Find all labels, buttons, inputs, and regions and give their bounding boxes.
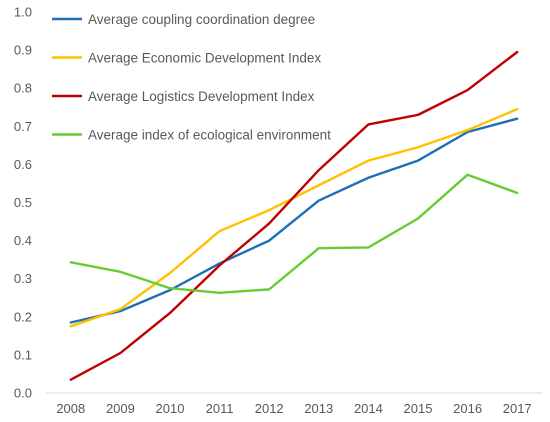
y-tick-label: 0.1 [14,347,32,362]
x-tick-label: 2017 [503,401,532,416]
x-tick-label: 2014 [354,401,383,416]
y-tick-label: 0.7 [14,119,32,134]
series-lines [69,50,519,381]
y-tick-label: 1.0 [14,5,32,20]
y-tick-label: 0.8 [14,81,32,96]
series-line-3 [69,50,519,381]
y-tick-label: 0.2 [14,309,32,324]
legend-label: Average Economic Development Index [88,51,321,66]
y-tick-label: 0.3 [14,271,32,286]
x-axis-tick-labels: 2008 2009 2010 2011 2012 2013 2014 2015 2016 2017 [56,401,531,416]
legend-label: Average index of ecological environment [88,128,331,143]
series-line-1 [69,117,519,324]
x-tick-label: 2010 [156,401,185,416]
x-tick-label: 2011 [206,401,234,416]
x-tick-label: 2008 [56,401,85,416]
y-tick-label: 0.4 [14,233,32,248]
x-tick-label: 2016 [453,401,482,416]
legend-label: Average coupling coordination degree [88,12,315,27]
y-tick-label: 0.9 [14,43,32,58]
y-axis-tick-labels: 0.0 0.1 0.2 0.3 0.4 0.5 0.6 0.7 0.8 0.9 1.0 [14,5,32,401]
y-tick-label: 0.5 [14,195,32,210]
legend: Average coupling coordination degree Aver… [52,12,331,143]
y-tick-label: 0.6 [14,157,32,172]
x-tick-label: 2013 [304,401,333,416]
x-tick-label: 2009 [106,401,135,416]
x-tick-label: 2015 [404,401,433,416]
y-tick-label: 0.0 [14,386,32,401]
legend-label: Average Logistics Development Index [88,89,315,104]
x-tick-label: 2012 [255,401,284,416]
series-line-4 [69,173,519,294]
